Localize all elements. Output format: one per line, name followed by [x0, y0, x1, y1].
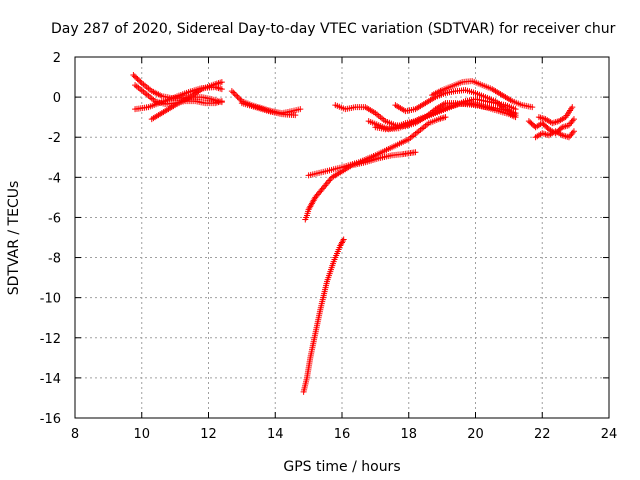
y-tick-label: 2: [53, 51, 61, 66]
data-point: [218, 98, 225, 105]
y-tick-label: -16: [40, 412, 61, 427]
series-arc-b: [132, 82, 225, 108]
data-point: [512, 106, 519, 113]
data-point: [512, 112, 519, 119]
x-tick-label: 10: [133, 427, 150, 442]
data-point: [297, 106, 304, 113]
data-point: [292, 112, 299, 119]
y-tick-label: -8: [48, 252, 61, 267]
data-point: [130, 72, 137, 79]
data-point: [544, 124, 551, 131]
data-point: [137, 78, 144, 85]
series-arc-p: [532, 128, 577, 141]
data-point: [570, 128, 577, 135]
data-point: [231, 90, 238, 97]
x-tick-label: 14: [267, 427, 284, 442]
data-point: [237, 96, 244, 103]
data-point: [133, 74, 140, 81]
data-point: [412, 149, 419, 156]
series-arc-n: [372, 96, 519, 133]
x-tick-label: 12: [200, 427, 217, 442]
y-tick-label: -12: [40, 332, 61, 347]
series-arc-i: [300, 236, 347, 395]
y-tick-label: -2: [48, 131, 61, 146]
data-point: [218, 79, 225, 86]
y-tick-label: -10: [40, 292, 61, 307]
x-axis-title: GPS time / hours: [283, 459, 400, 475]
series-arc-q: [535, 104, 576, 127]
x-tick-label: 8: [71, 427, 79, 442]
data-point: [131, 73, 138, 80]
data-point: [228, 88, 235, 95]
data-point: [134, 76, 141, 83]
data-points: [130, 72, 577, 395]
data-point: [570, 116, 577, 123]
grid: [75, 57, 609, 418]
data-point: [234, 93, 241, 100]
y-tick-label: -4: [48, 171, 61, 186]
series-arc-g: [302, 149, 419, 223]
data-point: [236, 95, 243, 102]
data-point: [233, 92, 240, 99]
x-tick-label: 20: [467, 427, 484, 442]
data-point: [442, 114, 449, 121]
x-tick-label: 18: [400, 427, 417, 442]
y-tick-label: 0: [53, 91, 61, 106]
x-tick-label: 16: [334, 427, 351, 442]
y-tick-label: -6: [48, 211, 61, 226]
data-point: [340, 236, 347, 243]
series-arc-e: [228, 88, 304, 117]
data-point: [135, 77, 142, 84]
series-arc-h: [305, 114, 449, 179]
data-point: [529, 104, 536, 111]
data-point: [569, 104, 576, 111]
x-tick-label: 24: [601, 427, 618, 442]
x-tick-label: 22: [534, 427, 551, 442]
y-axis-title: SDTVAR / TECUs: [6, 181, 22, 296]
series-arc-d: [148, 79, 225, 123]
data-point: [230, 89, 237, 96]
chart-title: Day 287 of 2020, Sidereal Day-to-day VTE…: [51, 21, 616, 37]
data-point: [218, 86, 225, 93]
y-tick-label: -14: [40, 372, 61, 387]
series-arc-m: [429, 78, 536, 111]
series-arc-f: [238, 100, 299, 119]
data-point: [557, 125, 564, 132]
